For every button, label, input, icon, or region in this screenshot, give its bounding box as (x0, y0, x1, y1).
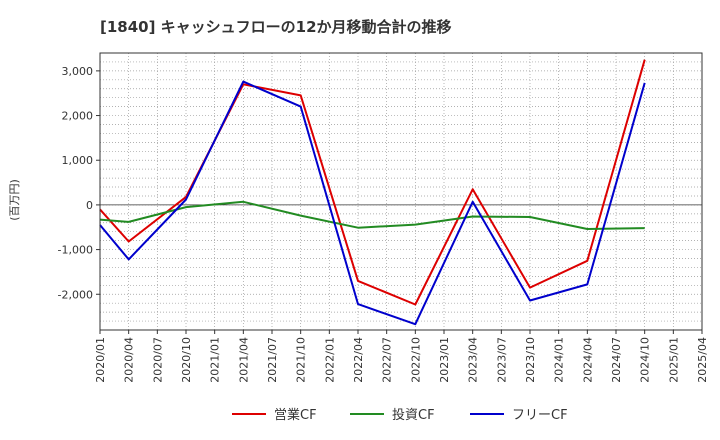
y-tick-label: 0 (86, 199, 93, 212)
x-tick-label: 2025/04 (696, 337, 709, 383)
legend-label-2: 投資CF (392, 407, 435, 423)
x-tick-label: 2022/07 (381, 337, 394, 383)
x-tick-label: 2024/07 (610, 337, 623, 383)
x-tick-label: 2023/07 (495, 337, 508, 383)
legend-label-3: フリーCF (512, 408, 568, 423)
series-line-3 (99, 80, 646, 326)
x-tick-label: 2025/01 (667, 337, 680, 383)
x-tick-label: 2020/01 (94, 337, 107, 383)
gridlines (99, 52, 703, 331)
legend: 営業CF 投資CF フリーCF (232, 407, 568, 423)
x-tick-label: 2022/04 (352, 337, 365, 383)
series-line-2 (99, 200, 645, 230)
x-tick-label: 2020/04 (123, 337, 136, 383)
axes (99, 52, 703, 331)
legend-label-1: 営業CF (274, 407, 317, 423)
series-layer (99, 59, 646, 326)
plot-area (100, 53, 702, 330)
y-tick-label: 3,000 (62, 65, 94, 78)
x-tick-label: 2021/04 (237, 337, 250, 383)
y-axis-label: (百万円) (8, 179, 21, 221)
x-tick-label: 2024/10 (639, 337, 652, 383)
x-tick-label: 2021/01 (209, 337, 222, 383)
plot-frame (99, 52, 703, 331)
x-tick-label: 2022/01 (323, 337, 336, 383)
x-tick-label: 2024/04 (581, 337, 594, 383)
x-tick-label: 2023/01 (438, 337, 451, 383)
y-tick-label: -1,000 (58, 244, 93, 257)
y-tick-label: 1,000 (62, 154, 94, 167)
y-tick-label: -2,000 (58, 288, 93, 301)
x-tick-label: 2021/07 (266, 337, 279, 383)
x-tick-label: 2020/07 (151, 337, 164, 383)
x-tick-label: 2022/10 (409, 337, 422, 383)
x-tick-label: 2021/10 (295, 337, 308, 383)
x-tick-label: 2023/04 (467, 337, 480, 383)
chart-title: [1840] キャッシュフローの12か月移動合計の推移 (100, 18, 452, 36)
x-tick-label: 2020/10 (180, 337, 193, 383)
x-tick-label: 2023/10 (524, 337, 537, 383)
x-axis-ticks: 2020/01 2020/04 2020/07 2020/10 2021/01 2021/… (94, 330, 709, 383)
y-axis-ticks: 3,000 2,000 1,000 0 -1,000 -2,000 (58, 65, 100, 301)
x-tick-label: 2024/01 (553, 337, 566, 383)
plot-background (100, 53, 702, 330)
y-tick-label: 2,000 (62, 110, 94, 123)
